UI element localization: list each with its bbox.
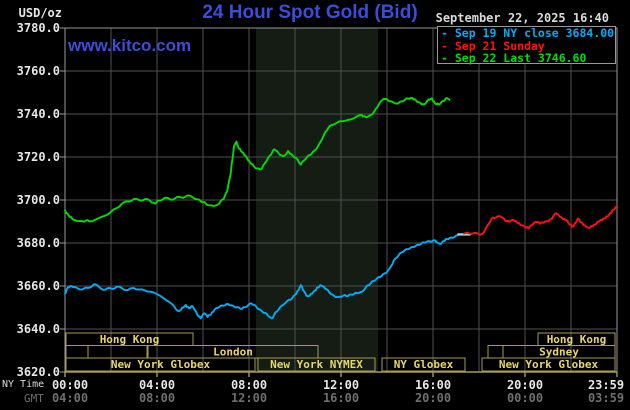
y-axis-label: 3640.0 — [16, 322, 60, 336]
y-axis-label: 3680.0 — [16, 236, 60, 250]
legend-entry: - Sep 19 NY close 3684.00 — [441, 26, 615, 40]
gmt-tick-label: 00:00 — [506, 391, 544, 405]
y-axis-label: 3780.0 — [16, 21, 60, 35]
series-line-sep-22-last — [64, 96, 451, 223]
page-title: 24 Hour Spot Gold (Bid) — [202, 2, 418, 23]
y-axis-label: 3760.0 — [16, 64, 60, 78]
y-axis-label: 3720.0 — [16, 150, 60, 164]
ny-time-tick-label: 23:59 — [587, 378, 625, 392]
session-label: New York Globex — [499, 358, 599, 371]
session-label: New York NYMEX — [270, 358, 363, 371]
session-box — [87, 345, 148, 359]
gmt-tick-label: 16:00 — [322, 391, 360, 405]
legend-entry: - Sep 21 Sunday — [441, 38, 545, 53]
gmt-tick-label: 08:00 — [138, 391, 176, 405]
ny-time-tick-label: 00:00 — [51, 378, 89, 392]
session-label: New York Globex — [111, 358, 211, 371]
session-box — [381, 357, 466, 372]
ny-time-axis-label: NY Time — [2, 379, 45, 390]
y-axis-label: 3660.0 — [16, 279, 60, 293]
y-axis-unit-label: USD/oz — [18, 6, 62, 20]
gmt-tick-label: 12:00 — [230, 391, 268, 405]
legend-box: - Sep 19 NY close 3684.00- Sep 21 Sunday… — [437, 26, 616, 64]
session-box — [481, 357, 616, 372]
session-label: NY Globex — [394, 358, 454, 371]
ny-time-tick-label: 12:00 — [322, 378, 360, 392]
y-axis-label: 3620.0 — [16, 365, 60, 379]
session-label: Hong Kong — [100, 333, 160, 346]
y-axis-label: 3700.0 — [16, 193, 60, 207]
legend-entry: - Sep 22 Last 3746.60 — [441, 51, 587, 65]
session-box — [65, 357, 256, 372]
session-label: Sydney — [539, 346, 579, 359]
kitco-watermark-link[interactable]: www.kitco.com — [68, 36, 192, 55]
session-label: Hong Kong — [547, 333, 607, 346]
gmt-tick-label: 20:00 — [414, 391, 452, 405]
series-line-sep-19-ny-close — [64, 233, 460, 320]
ny-time-tick-label: 16:00 — [414, 378, 452, 392]
y-axis-label: 3740.0 — [16, 107, 60, 121]
gmt-tick-label: 03:59 — [587, 391, 625, 405]
gmt-axis-label: GMT — [24, 392, 44, 405]
session-box — [257, 357, 376, 372]
series-line-sep-21-sunday — [463, 205, 618, 236]
session-box — [65, 345, 89, 359]
ny-time-tick-label: 04:00 — [138, 378, 176, 392]
ny-time-tick-label: 08:00 — [230, 378, 268, 392]
session-label: London — [213, 346, 253, 359]
session-box — [487, 345, 504, 359]
gmt-tick-label: 04:00 — [51, 391, 89, 405]
chart-timestamp: September 22, 2025 16:40 — [435, 11, 609, 25]
ny-time-tick-label: 20:00 — [506, 378, 544, 392]
